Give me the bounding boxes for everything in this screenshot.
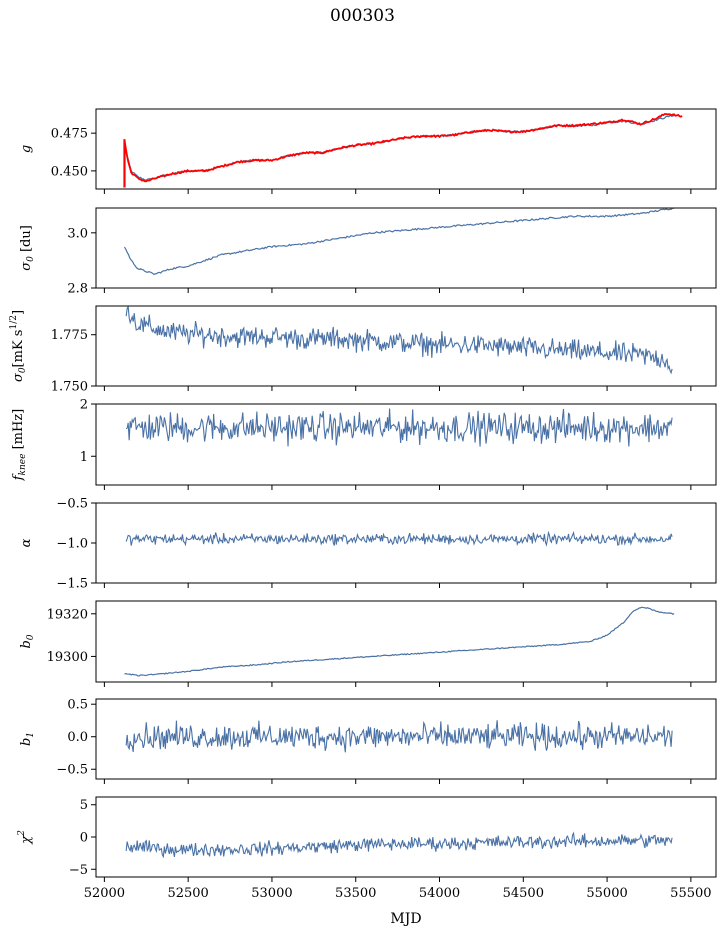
panel-b1: −0.5 0.0 0.5 b1 <box>19 698 717 784</box>
y-tick-label: 2.8 <box>67 282 88 297</box>
panel-b0: 19300 19320 b0 <box>19 600 717 687</box>
series-group <box>125 530 673 547</box>
y-axis-label: χ2 <box>17 830 34 845</box>
series-group <box>125 831 673 859</box>
y-tick-label: 0.0 <box>67 730 88 745</box>
x-tick-label: 54500 <box>503 886 544 901</box>
y-tick-label: −0.5 <box>56 763 88 778</box>
y-tick-label: −0.5 <box>56 497 88 512</box>
panel-chi2: −5 0 5 52000 52500 53000 53500 54000 54500 55000 5… <box>17 796 717 901</box>
series-group <box>123 208 675 276</box>
y-axis-label: fknee [mHz] <box>11 409 28 482</box>
x-tick-label: 54000 <box>419 886 460 901</box>
y-axis-label: b0 <box>19 634 36 648</box>
panel-fknee: 1 2 fknee [mHz] <box>11 398 717 490</box>
y-axis-label: σ0[mK s1/2] <box>9 310 28 382</box>
series-line-1 <box>125 720 673 753</box>
y-tick-label: 3.0 <box>67 226 88 241</box>
panel-sigma0: 2.8 3.0 σ0 [du] <box>19 207 717 297</box>
series-line-1 <box>123 208 675 276</box>
y-tick-label: 0.5 <box>67 698 88 713</box>
series-line-2 <box>123 113 683 183</box>
x-tick-label: 52500 <box>167 886 208 901</box>
y-axis-label: α <box>19 538 34 547</box>
y-tick-label: −1.0 <box>56 537 88 552</box>
y-tick-label: 2 <box>80 398 88 413</box>
panel-g: 0.450 0.475 g <box>19 108 717 194</box>
axes-frame <box>95 305 717 387</box>
y-tick-label: 19320 <box>47 607 88 622</box>
y-axis-label: σ0 [du] <box>19 225 36 271</box>
axes-frame <box>95 108 717 190</box>
series-line-1 <box>125 831 673 859</box>
series-line-1 <box>125 530 673 547</box>
axes-frame <box>95 600 717 683</box>
x-tick-label: 55000 <box>586 886 627 901</box>
y-tick-label: −5 <box>69 863 88 878</box>
y-tick-label: 0.475 <box>51 127 88 142</box>
series-line-1 <box>125 408 673 447</box>
axes-frame <box>95 403 717 486</box>
panel-sigma0_noise: 1.750 1.775 σ0[mK s1/2] <box>9 305 717 395</box>
y-tick-label: 0 <box>80 831 88 846</box>
x-tick-label: 53500 <box>335 886 376 901</box>
y-tick-label: 19300 <box>47 650 88 665</box>
x-tick-label: 53000 <box>251 886 292 901</box>
y-tick-label: 1 <box>80 450 88 465</box>
figure-title: 000303 <box>330 6 395 26</box>
y-axis-label: b1 <box>19 732 36 746</box>
series-group <box>125 306 673 375</box>
y-tick-label: 1.775 <box>51 328 88 343</box>
series-line-1 <box>124 606 675 677</box>
series-group <box>125 408 673 447</box>
y-tick-label: 5 <box>80 798 88 813</box>
axes-frame <box>95 207 717 289</box>
x-tick-label: 55500 <box>670 886 711 901</box>
y-tick-label: 0.450 <box>51 164 88 179</box>
axes-frame <box>95 698 717 780</box>
series-group <box>123 113 683 188</box>
y-axis-label: g <box>19 145 34 153</box>
series-group <box>125 720 673 753</box>
series-line-1 <box>125 306 673 375</box>
x-tick-label: 52000 <box>84 886 125 901</box>
series-group <box>124 606 675 677</box>
x-axis-label: MJD <box>390 911 421 927</box>
panel-alpha: −1.5 −1.0 −0.5 α <box>19 497 717 592</box>
y-tick-label: −1.5 <box>56 577 88 592</box>
y-tick-label: 1.750 <box>51 380 88 395</box>
